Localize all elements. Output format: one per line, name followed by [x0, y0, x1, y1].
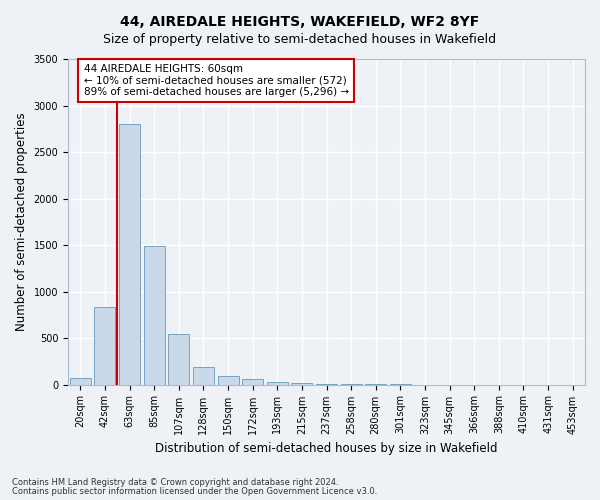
- Bar: [218, 376, 239, 384]
- Bar: [70, 378, 91, 384]
- Text: 44, AIREDALE HEIGHTS, WAKEFIELD, WF2 8YF: 44, AIREDALE HEIGHTS, WAKEFIELD, WF2 8YF: [121, 15, 479, 29]
- Bar: [94, 308, 115, 384]
- Y-axis label: Number of semi-detached properties: Number of semi-detached properties: [15, 112, 28, 331]
- Bar: [144, 246, 164, 384]
- Bar: [292, 383, 313, 384]
- Bar: [242, 380, 263, 384]
- X-axis label: Distribution of semi-detached houses by size in Wakefield: Distribution of semi-detached houses by …: [155, 442, 498, 455]
- Bar: [267, 382, 288, 384]
- Text: Contains public sector information licensed under the Open Government Licence v3: Contains public sector information licen…: [12, 487, 377, 496]
- Text: 44 AIREDALE HEIGHTS: 60sqm
← 10% of semi-detached houses are smaller (572)
89% o: 44 AIREDALE HEIGHTS: 60sqm ← 10% of semi…: [83, 64, 349, 97]
- Bar: [193, 368, 214, 384]
- Bar: [119, 124, 140, 384]
- Text: Size of property relative to semi-detached houses in Wakefield: Size of property relative to semi-detach…: [103, 32, 497, 46]
- Bar: [169, 334, 189, 384]
- Text: Contains HM Land Registry data © Crown copyright and database right 2024.: Contains HM Land Registry data © Crown c…: [12, 478, 338, 487]
